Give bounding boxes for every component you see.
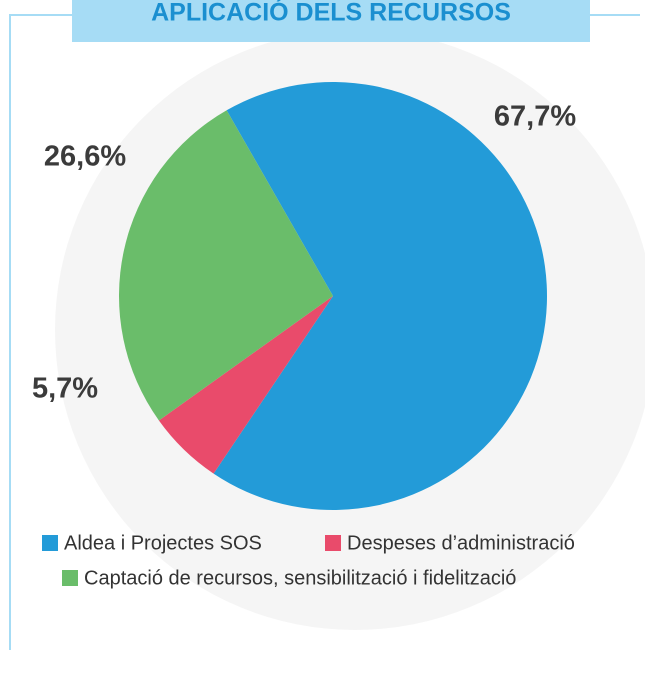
- legend-swatch: [62, 570, 78, 586]
- pie-slice: [213, 82, 547, 511]
- data-label: 5,7%: [32, 373, 98, 405]
- data-label: 67,7%: [494, 101, 576, 133]
- legend-swatch: [42, 535, 58, 551]
- legend-label: Aldea i Projectes SOS: [64, 532, 262, 554]
- legend-label: Despeses d’administració: [347, 532, 575, 554]
- legend-swatch: [325, 535, 341, 551]
- title-box: [72, 0, 590, 42]
- frame: [9, 14, 640, 650]
- pie-slice: [158, 296, 333, 474]
- chart-title: APLICACIÓ DELS RECURSOS: [151, 0, 511, 27]
- pie-slice: [118, 110, 333, 421]
- data-label: 26,6%: [44, 141, 126, 173]
- legend-label: Captació de recursos, sensibilització i …: [84, 567, 516, 589]
